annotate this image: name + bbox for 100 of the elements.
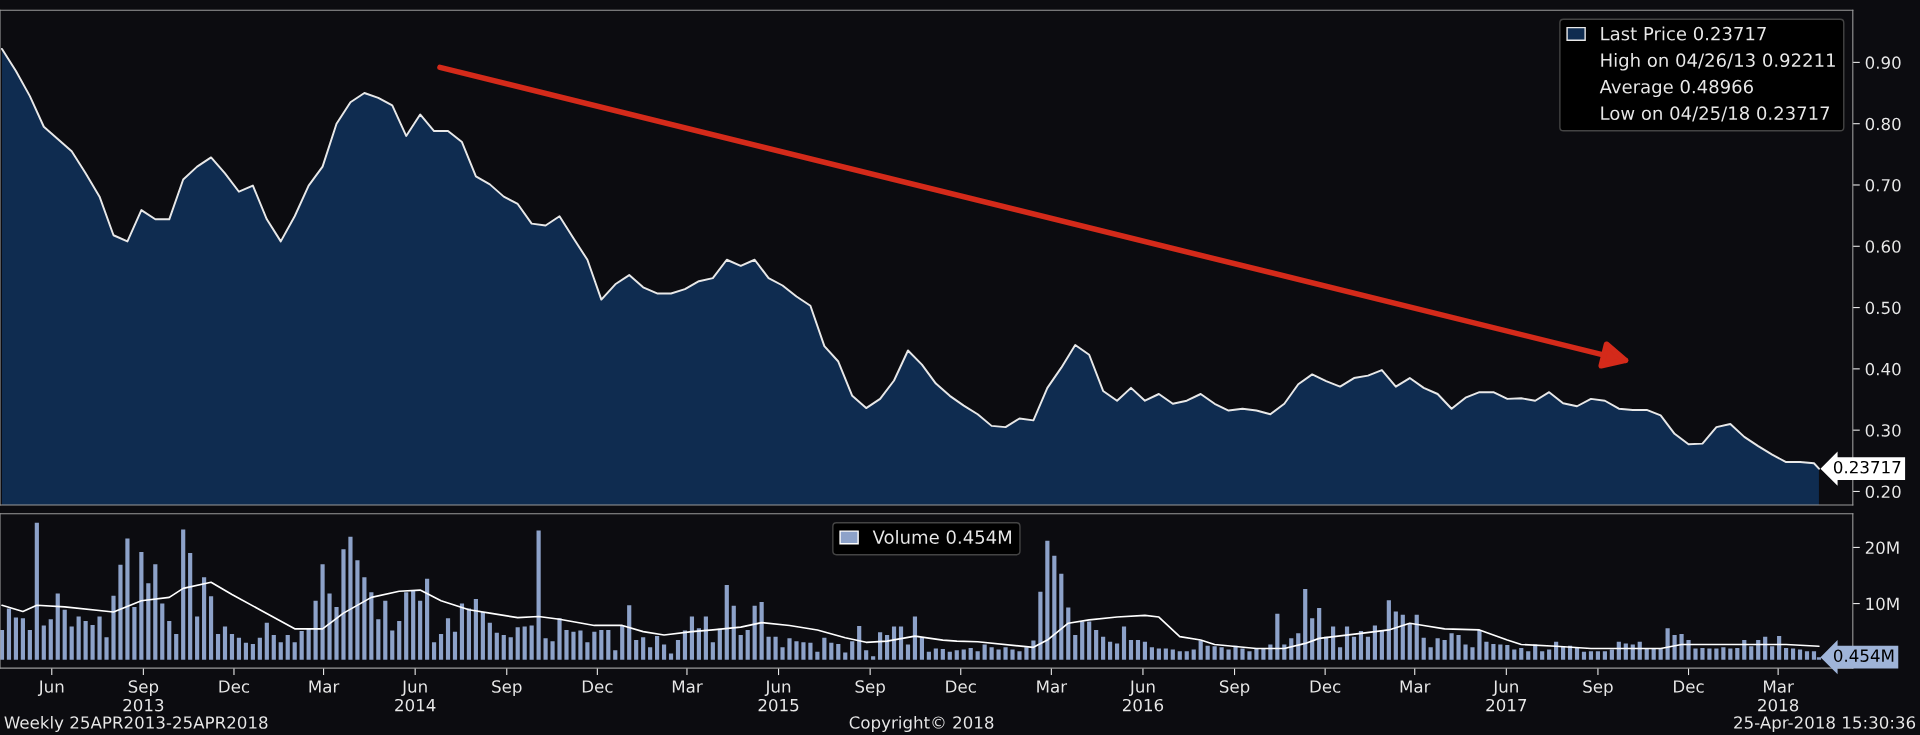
bar (222, 626, 228, 660)
bar (1128, 640, 1134, 660)
annotation: High on 04/26/13 0.92211 (1601, 53, 1835, 71)
bar (522, 626, 527, 660)
bar (857, 626, 862, 660)
bar (1491, 643, 1496, 660)
bar (1296, 633, 1301, 660)
bar (376, 619, 381, 660)
bar (1142, 641, 1148, 660)
bar (1003, 647, 1008, 660)
bar (682, 630, 688, 660)
bar (1595, 651, 1601, 660)
x-tick-label: Mar (309, 680, 340, 693)
bar (174, 633, 179, 660)
x-tick-label: Sep (1219, 680, 1250, 697)
bar (1254, 648, 1259, 660)
annotation: 0.454M (1833, 649, 1894, 662)
bar (989, 647, 994, 660)
bar (34, 522, 39, 660)
bar (48, 619, 53, 660)
bar (564, 629, 569, 660)
bar (968, 647, 973, 660)
bar (153, 564, 158, 660)
bar (599, 629, 604, 660)
bar (1707, 648, 1712, 660)
bar (167, 620, 172, 660)
bar (668, 653, 674, 660)
bar (1790, 648, 1796, 660)
bar (808, 642, 813, 660)
bar (536, 530, 541, 660)
bar (905, 644, 911, 660)
bar (480, 611, 485, 660)
bar (1547, 649, 1552, 660)
bar (1024, 647, 1029, 660)
bar (1351, 636, 1357, 660)
bar (1728, 648, 1733, 660)
bar (724, 585, 729, 660)
bar (592, 631, 597, 660)
bar (411, 590, 416, 660)
bar (1797, 649, 1803, 660)
bar (1414, 614, 1419, 660)
bar (1407, 623, 1412, 660)
bar (1059, 573, 1064, 660)
bar (1449, 633, 1454, 660)
bar (661, 644, 667, 660)
bar (1735, 647, 1740, 660)
bar (1087, 621, 1092, 660)
bar (1156, 648, 1161, 660)
x-tick-label: Mar 2018 (1758, 680, 1799, 712)
x-tick-label: Mar (672, 680, 703, 693)
bar (390, 630, 395, 660)
bar (1811, 651, 1817, 660)
bar (878, 632, 883, 660)
bar (1484, 641, 1489, 660)
bar (1714, 648, 1719, 660)
x-tick-label: Dec (1674, 680, 1704, 693)
bar (571, 631, 576, 660)
bar (501, 635, 506, 660)
bar (1616, 641, 1621, 660)
bar (320, 564, 325, 660)
bar (1344, 626, 1350, 660)
bar (1749, 646, 1754, 660)
bar (1358, 631, 1364, 660)
bar (912, 616, 918, 660)
bar (1191, 649, 1196, 660)
bar (1240, 648, 1245, 660)
bar (864, 650, 869, 660)
y-tick-label: 0.50 (1865, 301, 1901, 315)
bar (843, 652, 848, 660)
bar (1609, 649, 1614, 660)
text: Copyright© 2018 (849, 715, 994, 733)
bar (1372, 625, 1378, 660)
bar (306, 628, 311, 660)
bar (418, 600, 423, 660)
bar (1721, 647, 1726, 660)
bar (473, 599, 478, 660)
bar (1588, 651, 1594, 660)
bar (452, 631, 458, 660)
bar (1756, 640, 1761, 660)
x-tick-label: Mar (1037, 680, 1068, 693)
y-tick-label: 0.70 (1865, 178, 1901, 192)
bar (1644, 647, 1649, 660)
bar (139, 551, 144, 660)
bar (1052, 555, 1057, 660)
bar (1477, 629, 1482, 660)
text: 25-Apr-2018 15:30:36 (1734, 716, 1916, 733)
bar (891, 626, 897, 660)
bar (515, 627, 520, 660)
bar (1379, 629, 1384, 660)
bar (1574, 647, 1580, 660)
bar (822, 637, 827, 660)
x-tick-label: Sep (492, 680, 522, 697)
bar (69, 626, 74, 660)
bar (404, 592, 409, 660)
bar (543, 638, 548, 660)
bar (383, 600, 388, 660)
bar (132, 606, 137, 660)
bar (1324, 636, 1329, 660)
bar (606, 629, 611, 660)
bar (341, 549, 346, 660)
